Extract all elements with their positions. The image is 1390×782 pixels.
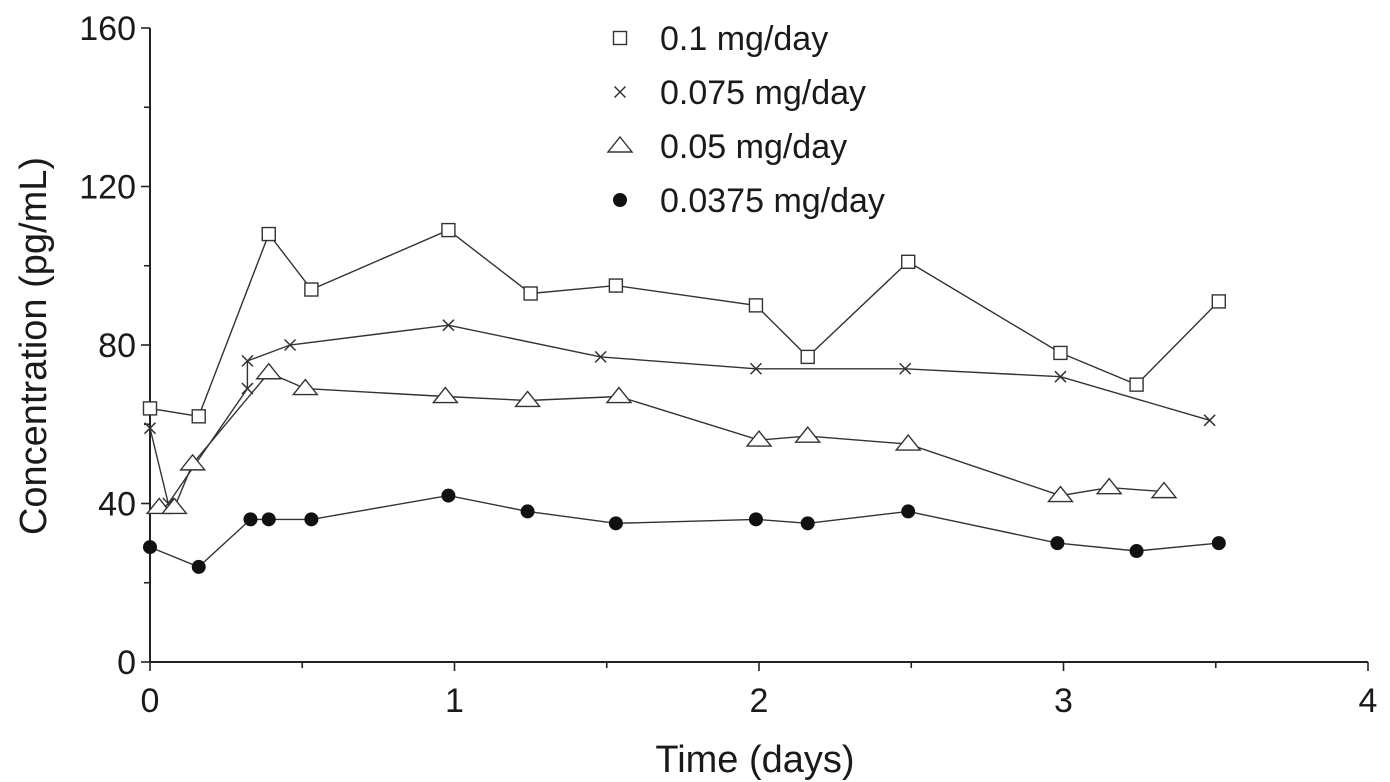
data-point-square xyxy=(1053,345,1068,361)
data-point-x xyxy=(241,382,254,395)
y-tick-label: 80 xyxy=(98,327,136,365)
data-point-dot xyxy=(800,516,815,531)
legend-item: 0.075 mg/day xyxy=(613,74,866,112)
data-point-dot xyxy=(261,512,276,527)
series-triangle xyxy=(145,362,1178,515)
data-point-dot xyxy=(304,512,319,527)
legend-item: 0.05 mg/day xyxy=(606,128,847,166)
x-tick-label: 1 xyxy=(445,682,464,720)
y-tick-label: 120 xyxy=(79,169,136,207)
data-point-dot xyxy=(441,488,456,503)
legend-item: 0.1 mg/day xyxy=(612,20,828,58)
data-point-x xyxy=(749,362,762,375)
x-tick-label: 4 xyxy=(1359,682,1378,720)
data-point-triangle xyxy=(1046,485,1074,503)
y-tick-label: 0 xyxy=(117,644,136,682)
data-point-triangle xyxy=(179,453,207,471)
data-point-x xyxy=(241,354,254,367)
series-dot xyxy=(143,488,1226,574)
data-point-triangle xyxy=(431,386,459,404)
data-point-triangle xyxy=(514,390,542,408)
data-point-dot xyxy=(520,504,535,519)
series-x xyxy=(143,319,1216,510)
data-point-x xyxy=(1054,370,1067,383)
data-point-triangle xyxy=(1150,481,1178,499)
y-axis-title: Concentration (pg/mL) xyxy=(13,157,55,535)
series-square xyxy=(142,222,1226,424)
data-point-square xyxy=(261,226,276,242)
legend-item: 0.0375 mg/day xyxy=(613,182,885,220)
data-point-x xyxy=(899,362,912,375)
data-point-x xyxy=(1203,414,1216,427)
data-point-dot xyxy=(608,516,623,531)
data-point-dot xyxy=(748,512,763,527)
series-line-x xyxy=(149,324,1210,506)
data-point-triangle xyxy=(794,426,822,443)
data-point-dot xyxy=(1211,536,1226,551)
x-tick-label: 3 xyxy=(1054,682,1073,720)
x-tick-label: 0 xyxy=(141,682,160,720)
data-point-dot xyxy=(901,504,916,519)
data-point-square xyxy=(608,278,624,293)
data-point-square xyxy=(191,409,206,424)
legend-marker-square xyxy=(612,30,628,46)
legend-label: 0.05 mg/day xyxy=(660,128,847,166)
data-point-square xyxy=(1129,377,1144,392)
data-point-dot xyxy=(143,540,157,555)
legend-label: 0.075 mg/day xyxy=(660,74,866,112)
data-point-square xyxy=(142,401,158,416)
data-point-triangle xyxy=(160,497,188,515)
axes: 0 40 80 120 160 0 1 2 3 4 xyxy=(79,10,1377,720)
legend: 0.1 mg/day 0.075 mg/day 0.05 mg/day 0.0375 … xyxy=(606,20,885,220)
legend-label: 0.0375 mg/day xyxy=(660,182,885,220)
data-point-triangle xyxy=(605,386,633,404)
data-point-triangle xyxy=(1095,477,1123,495)
legend-label: 0.1 mg/day xyxy=(660,20,828,58)
data-point-square xyxy=(901,254,916,269)
data-point-triangle xyxy=(291,378,319,396)
x-tick-label: 2 xyxy=(750,682,769,720)
legend-marker-triangle xyxy=(606,135,634,153)
data-point-x xyxy=(143,422,157,435)
data-point-square xyxy=(304,282,319,297)
data-point-square xyxy=(748,298,764,313)
data-point-triangle xyxy=(894,433,922,451)
data-point-square xyxy=(441,222,456,238)
data-point-square xyxy=(1211,294,1226,309)
series-layer xyxy=(142,222,1226,574)
y-tick-label: 160 xyxy=(79,10,136,48)
data-point-x xyxy=(594,350,607,363)
data-point-x xyxy=(442,319,455,332)
data-point-triangle xyxy=(255,362,283,380)
legend-marker-dot xyxy=(613,193,627,207)
data-point-dot xyxy=(191,559,206,574)
data-point-dot xyxy=(1050,536,1065,551)
data-point-triangle xyxy=(745,429,773,447)
data-point-square xyxy=(800,349,815,365)
y-tick-label: 40 xyxy=(98,486,136,524)
data-point-square xyxy=(523,286,538,301)
data-point-dot xyxy=(243,512,258,527)
data-point-dot xyxy=(1129,544,1144,559)
legend-marker-x xyxy=(613,85,627,99)
x-axis-title: Time (days) xyxy=(655,739,854,781)
series-line-dot xyxy=(149,494,1219,568)
data-point-x xyxy=(284,338,297,352)
series-line-triangle xyxy=(159,371,1165,509)
